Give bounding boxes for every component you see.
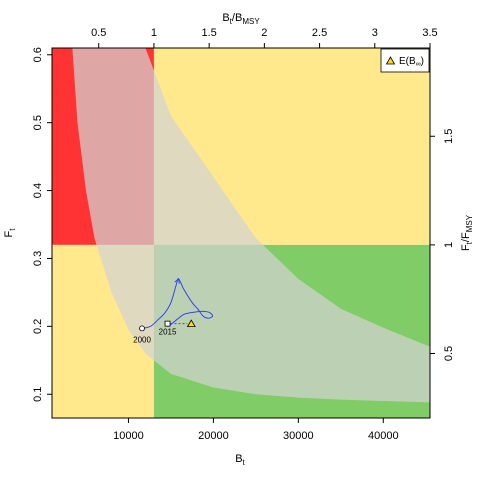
trajectory-end-label: 2015 — [159, 328, 177, 337]
x-tick-label: 20000 — [198, 430, 229, 442]
trajectory-start-point — [139, 325, 145, 332]
top-tick-label: 2 — [261, 27, 267, 39]
x-axis-label: Bt — [235, 453, 245, 467]
y-tick-label: 0.2 — [32, 319, 44, 334]
y-tick-label: 0.6 — [32, 47, 44, 62]
legend-label: E(B∞) — [399, 56, 424, 68]
y-tick-label: 0.1 — [32, 387, 44, 402]
top-tick-label: 0.5 — [91, 27, 106, 39]
x-tick-label: 30000 — [283, 430, 314, 442]
x-tick-label: 40000 — [368, 430, 399, 442]
right-tick-label: 1 — [443, 242, 455, 248]
right-tick-label: 1.5 — [443, 129, 455, 144]
top-tick-label: 1 — [151, 27, 157, 39]
top-tick-label: 1.5 — [201, 27, 216, 39]
top-tick-label: 3 — [372, 27, 378, 39]
plot-frame — [51, 47, 431, 419]
right-axis-ticks: 0.5 1 1.5 — [430, 129, 455, 361]
x-axis-ticks: 10000 20000 30000 40000 — [113, 418, 399, 442]
legend-triangle-icon — [385, 56, 396, 65]
legend: E(B∞) — [380, 48, 430, 73]
trajectory-arrow — [174, 277, 180, 284]
trajectory-end-point — [164, 320, 171, 327]
expected-equilibrium-marker — [186, 319, 196, 328]
trajectory-start-label: 2000 — [133, 335, 151, 344]
top-tick-label: 2.5 — [312, 27, 327, 39]
y-tick-label: 0.3 — [32, 251, 44, 266]
y-tick-label: 0.5 — [32, 115, 44, 130]
y-axis-ticks: 0.1 0.2 0.3 0.4 0.5 0.6 — [32, 47, 52, 402]
right-axis-label: Ft/FMSY — [460, 214, 474, 251]
top-axis-label: Bt/BMSY — [222, 12, 260, 26]
y-axis-label: Ft — [3, 228, 17, 238]
top-tick-label: 3.5 — [422, 27, 437, 39]
uncertainty-band — [72, 48, 430, 403]
right-tick-label: 0.5 — [443, 346, 455, 361]
top-axis-ticks: 0.5 1 1.5 2 2.5 3 3.5 — [91, 27, 438, 48]
trajectory-line — [141, 278, 214, 329]
legend-box — [380, 48, 430, 73]
x-tick-label: 10000 — [113, 430, 144, 442]
y-tick-label: 0.4 — [32, 183, 44, 198]
